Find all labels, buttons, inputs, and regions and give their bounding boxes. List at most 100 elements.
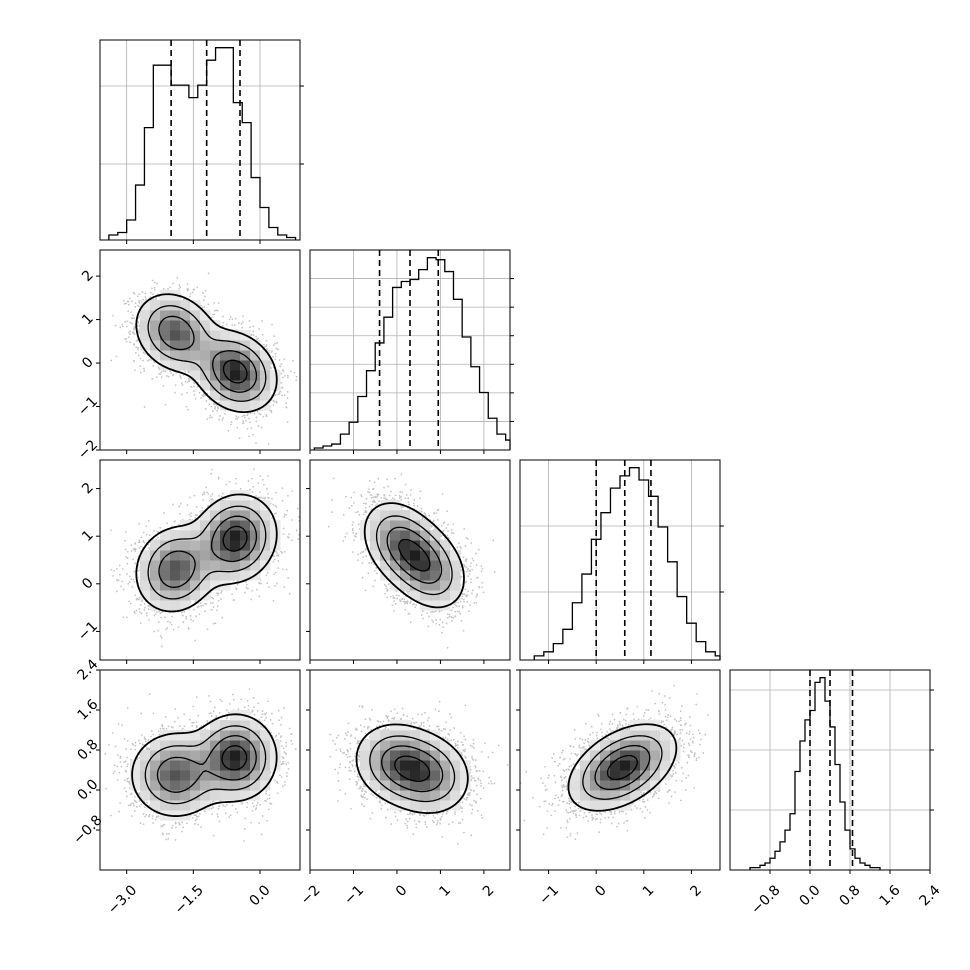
density-bin [170, 530, 181, 541]
density-bin [200, 380, 211, 391]
density-bin [380, 560, 391, 571]
density-bin [400, 750, 411, 761]
density-bin [250, 560, 261, 571]
density-bin [600, 780, 611, 791]
density-bin [400, 740, 411, 751]
panel-content [110, 272, 300, 445]
density-bin [190, 540, 201, 551]
density-bin [580, 760, 591, 771]
density-bin [150, 590, 161, 601]
density-bin [170, 340, 181, 351]
density-bin [590, 750, 601, 761]
density-bin [390, 530, 401, 541]
density-bin [240, 560, 251, 571]
panel-frame [99, 249, 301, 451]
scatter-points [327, 473, 496, 649]
density-bin [260, 770, 271, 781]
density-bin [660, 730, 671, 741]
density-bin [430, 530, 441, 541]
density-bin [440, 780, 451, 791]
density-bin [190, 760, 201, 771]
panel-content [327, 473, 496, 649]
density-bin [260, 510, 271, 521]
density-bin [200, 760, 211, 771]
density-bin [180, 730, 191, 741]
density-bin [170, 800, 181, 811]
density-bin [410, 780, 421, 791]
density-bin [170, 350, 181, 361]
density-bin [370, 520, 381, 531]
density-bin [400, 530, 411, 541]
density-bin [240, 760, 251, 771]
y-tick-label: 1 [79, 527, 97, 545]
density-bin [200, 520, 211, 531]
density-bin [180, 340, 191, 351]
density-bin [410, 540, 421, 551]
density-bin [380, 530, 391, 541]
density-bin [650, 740, 661, 751]
density-bin [430, 760, 441, 771]
density-bin [230, 360, 241, 371]
density-bin [380, 750, 391, 761]
density-bin [410, 530, 421, 541]
density-bin [430, 750, 441, 761]
density-bin [230, 350, 241, 361]
density-bin [180, 360, 191, 371]
density-bin [430, 580, 441, 591]
density-bin [400, 780, 411, 791]
density-bin [270, 380, 281, 391]
contour-line [398, 538, 431, 572]
density-bin [390, 750, 401, 761]
density-bin [600, 800, 611, 811]
density-bin [380, 730, 391, 741]
density-bin [230, 390, 241, 401]
y-tick-label: 2 [79, 267, 97, 285]
y-tick-label: 0 [79, 354, 97, 372]
density-bin [150, 320, 161, 331]
density-bin [660, 760, 671, 771]
density-bin [410, 510, 421, 521]
density-bin [230, 780, 241, 791]
density-bin [370, 550, 381, 561]
density-bin [390, 520, 401, 531]
panel-content [110, 468, 300, 648]
density-bin [430, 780, 441, 791]
contour-line [135, 493, 278, 613]
scatter-panel-1-2 [96, 249, 301, 454]
density-bin [600, 790, 611, 801]
x-tick-label: −0.8 [748, 882, 783, 917]
density-bin [240, 340, 251, 351]
density-bin [450, 790, 461, 801]
contour-line [606, 754, 638, 781]
density-bin [640, 720, 651, 731]
density-bin [360, 740, 371, 751]
density-bin [170, 550, 181, 561]
density-bin [250, 740, 261, 751]
density-bin [140, 780, 151, 791]
density-bin [270, 530, 281, 541]
density-bin [450, 570, 461, 581]
density-bin [240, 360, 251, 371]
density-bin [250, 350, 261, 361]
contour-line [381, 745, 444, 793]
contour-line [369, 735, 456, 803]
density-bin [420, 570, 431, 581]
density-bin [270, 750, 281, 761]
density-bin [200, 360, 211, 371]
density-bin [220, 720, 231, 731]
density-bin [620, 770, 631, 781]
density-bin [380, 520, 391, 531]
density-bin [370, 530, 381, 541]
density-bin [420, 750, 431, 761]
density-bin [240, 530, 251, 541]
density-bin [590, 780, 601, 791]
density-bin [380, 510, 391, 521]
density-bin [620, 740, 631, 751]
density-bin [230, 370, 241, 381]
density-bin [230, 520, 241, 531]
y-tick-label: −1 [75, 394, 101, 420]
density-bin [400, 770, 411, 781]
density-bin [190, 580, 201, 591]
y-tick-label: 2 [79, 480, 97, 498]
density-bin [130, 780, 141, 791]
